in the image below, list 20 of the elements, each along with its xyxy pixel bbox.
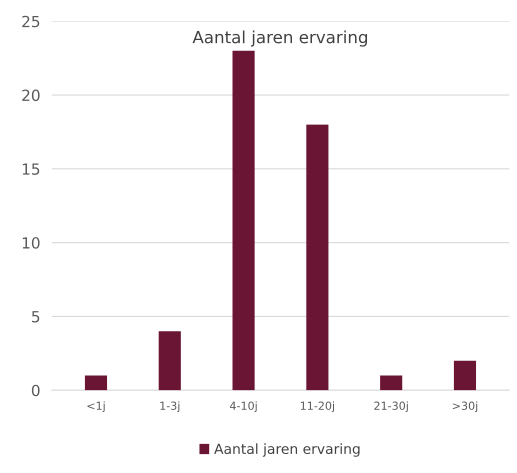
x-tick-label: >30j <box>452 401 478 412</box>
bar <box>232 50 255 390</box>
x-tick-label: <1j <box>87 401 105 412</box>
x-tick-label: 21-30j <box>374 401 408 412</box>
bar <box>454 360 476 390</box>
y-tick-label: 0 <box>32 384 40 396</box>
x-tick-label: 1-3j <box>160 401 180 412</box>
y-tick-label: 25 <box>22 16 40 28</box>
x-tick-label: 4-10j <box>230 401 257 412</box>
y-tick-label: 5 <box>32 311 40 322</box>
legend-label: Aantal jaren ervaring <box>214 443 360 457</box>
x-tick-label: 11-20j <box>300 401 334 412</box>
text: Aantal jaren ervaring <box>192 30 368 47</box>
bar <box>158 331 181 390</box>
y-tick-label: 15 <box>22 164 40 175</box>
bar <box>380 375 402 390</box>
bar <box>306 124 328 390</box>
y-tick-label: 10 <box>22 237 40 249</box>
bar <box>84 375 108 390</box>
y-tick-label: 20 <box>22 90 40 102</box>
